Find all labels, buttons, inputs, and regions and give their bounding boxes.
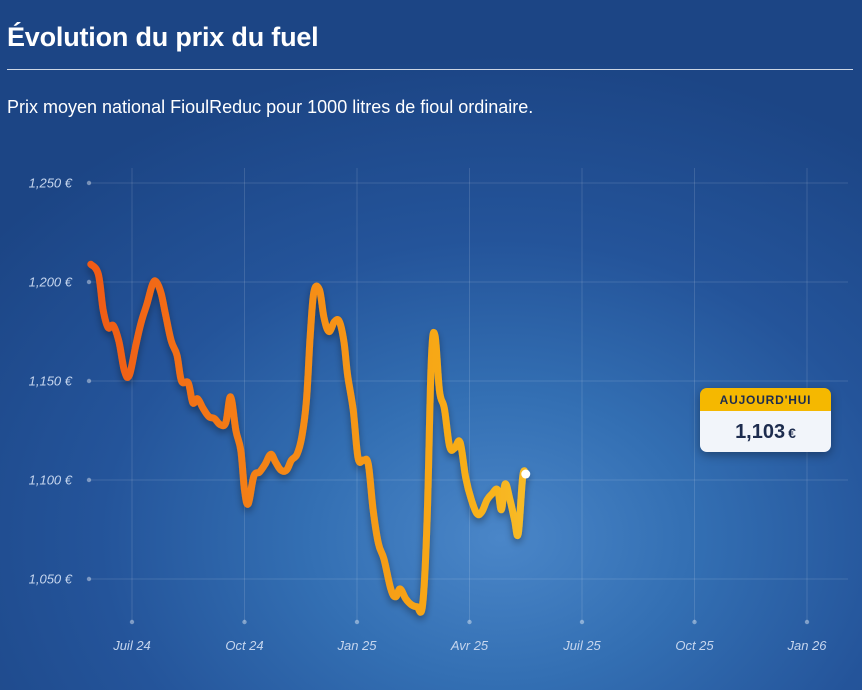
today-price-badge: AUJOURD'HUI 1,103 € <box>700 388 831 452</box>
y-tick-dot <box>86 279 92 285</box>
y-tick-dot <box>86 576 92 582</box>
price-line <box>87 260 530 616</box>
x-tick-label: Juil 25 <box>562 638 601 653</box>
x-tick-dot <box>129 619 135 625</box>
x-tick-label: Oct 24 <box>225 638 263 653</box>
x-tick-label: Juil 24 <box>112 638 151 653</box>
x-tick-dot <box>804 619 810 625</box>
x-tick-label: Jan 26 <box>786 638 827 653</box>
x-tick-dot <box>242 619 247 625</box>
y-tick-label: 1,200 € <box>29 275 73 290</box>
badge-value: 1,103 <box>735 421 786 443</box>
title-divider <box>7 69 853 70</box>
x-tick-dot <box>354 619 360 625</box>
x-tick-label: Jan 25 <box>336 638 377 653</box>
x-tick-dot <box>579 619 585 625</box>
grid-lines <box>86 168 848 625</box>
y-tick-dot <box>86 180 92 186</box>
x-tick-dot <box>467 619 472 625</box>
current-price-point <box>521 469 531 479</box>
x-tick-label: Oct 25 <box>675 638 714 653</box>
page-title: Évolution du prix du fuel <box>7 22 319 52</box>
y-tick-dot <box>86 378 92 384</box>
chart-subtitle: Prix moyen national FioulReduc pour 1000… <box>7 97 534 117</box>
y-axis-ticks: 1,050 € 1,100 € 1,150 € 1,200 € 1,250 € <box>29 176 73 587</box>
badge-value-row: 1,103 € <box>700 411 831 452</box>
y-tick-label: 1,250 € <box>29 176 73 191</box>
badge-unit: € <box>788 425 796 441</box>
badge-label: AUJOURD'HUI <box>700 388 831 411</box>
y-tick-label: 1,050 € <box>29 572 73 587</box>
y-tick-label: 1,150 € <box>29 374 73 389</box>
x-axis-ticks: Juil 24 Oct 24 Jan 25 Avr 25 Juil 25 Oct 25 Ja… <box>112 638 827 653</box>
x-tick-dot <box>692 619 697 625</box>
x-tick-label: Avr 25 <box>450 638 489 653</box>
y-tick-dot <box>86 477 92 483</box>
y-tick-label: 1,100 € <box>29 473 73 488</box>
